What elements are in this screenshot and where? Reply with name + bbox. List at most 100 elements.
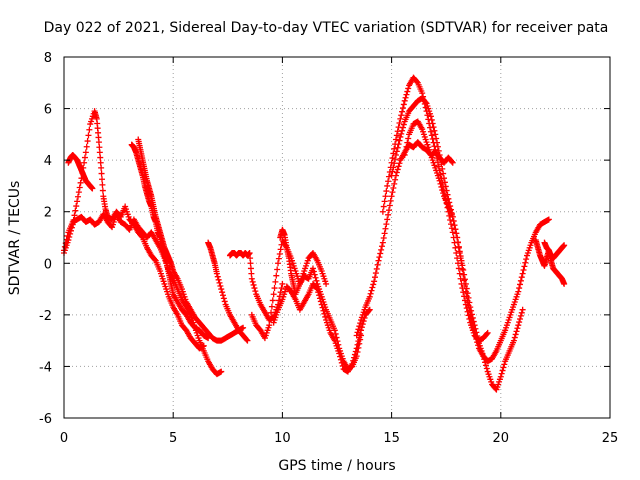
data-point xyxy=(349,360,356,367)
x-tick-label: 20 xyxy=(493,431,510,446)
data-point-interp xyxy=(383,188,390,195)
data-point xyxy=(419,90,426,97)
data-point-interp xyxy=(316,292,323,299)
data-point-interp xyxy=(81,154,88,161)
data-point xyxy=(384,216,391,223)
data-point-interp xyxy=(216,279,223,286)
data-point xyxy=(309,265,316,272)
data-point-interp xyxy=(315,289,322,296)
data-point xyxy=(246,249,253,256)
data-point xyxy=(427,113,434,120)
data-point-interp xyxy=(455,243,462,250)
data-point-interp xyxy=(434,139,441,146)
data-point-interp xyxy=(437,180,444,187)
data-point xyxy=(449,159,456,166)
data-point xyxy=(200,342,207,349)
data-point xyxy=(427,128,434,135)
data-points xyxy=(61,74,568,393)
data-point-interp xyxy=(217,282,224,289)
data-point xyxy=(449,213,456,220)
data-point-interp xyxy=(438,183,445,190)
data-point-interp xyxy=(391,160,398,167)
data-point-interp xyxy=(321,310,328,317)
data-point-interp xyxy=(447,216,454,223)
data-point-interp xyxy=(396,160,403,167)
data-point xyxy=(353,345,360,352)
data-point-interp xyxy=(468,311,475,318)
plot-frame xyxy=(63,56,611,419)
data-point-interp xyxy=(393,148,400,155)
data-point-interp xyxy=(393,169,400,176)
data-point-interp xyxy=(498,370,505,377)
data-point-interp xyxy=(252,288,259,295)
y-tick-label: 8 xyxy=(44,51,52,66)
data-point-interp xyxy=(272,278,279,285)
data-point-interp xyxy=(398,130,405,137)
data-point-interp xyxy=(221,298,228,305)
data-point-interp xyxy=(382,225,389,232)
satellite-track-12 xyxy=(379,74,491,344)
x-tick-label: 5 xyxy=(169,431,177,446)
data-point xyxy=(366,306,373,313)
data-point xyxy=(275,260,282,267)
data-point-interp xyxy=(456,248,463,255)
data-point-interp xyxy=(470,318,477,325)
y-tick-label: -4 xyxy=(39,360,52,375)
data-point-interp xyxy=(268,309,275,316)
data-point-interp xyxy=(394,166,401,173)
data-point xyxy=(375,257,382,264)
data-point-interp xyxy=(452,226,459,233)
data-point xyxy=(436,151,443,158)
data-point xyxy=(392,136,399,143)
data-point xyxy=(218,286,225,293)
data-point-interp xyxy=(355,338,362,345)
data-point-interp xyxy=(499,367,506,374)
data-point-interp xyxy=(354,341,361,348)
data-point-interp xyxy=(475,336,482,343)
data-point-interp xyxy=(99,187,106,194)
data-point-interp xyxy=(517,315,524,322)
data-point-interp xyxy=(396,120,403,127)
data-point-interp xyxy=(271,285,278,292)
satellite-track-7 xyxy=(226,249,286,324)
grid xyxy=(64,57,610,418)
data-point xyxy=(65,237,72,244)
data-point-interp xyxy=(392,176,399,183)
data-point-interp xyxy=(402,147,409,154)
data-point xyxy=(74,198,81,205)
data-point-interp xyxy=(313,285,320,292)
data-point-interp xyxy=(517,312,524,319)
satellite-track-6 xyxy=(205,239,251,344)
data-point-interp xyxy=(376,254,383,261)
data-point-interp xyxy=(441,179,448,186)
data-point xyxy=(515,322,522,329)
data-point-interp xyxy=(516,285,523,292)
data-point-interp xyxy=(352,348,359,355)
data-point xyxy=(69,221,76,228)
data-point xyxy=(240,324,247,331)
data-point-interp xyxy=(269,297,276,304)
data-point xyxy=(561,280,568,287)
satellite-track-16 xyxy=(541,239,568,262)
data-point-interp xyxy=(395,141,402,148)
data-point-interp xyxy=(483,365,490,372)
data-point-interp xyxy=(368,287,375,294)
data-point-interp xyxy=(356,323,363,330)
data-point-interp xyxy=(86,126,93,133)
data-point-interp xyxy=(520,266,527,273)
data-point-interp xyxy=(370,281,377,288)
data-point-interp xyxy=(400,101,407,108)
data-point-interp xyxy=(378,246,385,253)
data-point-interp xyxy=(355,326,362,333)
data-point-interp xyxy=(522,259,529,266)
data-point-interp xyxy=(382,193,389,200)
data-point-interp xyxy=(138,233,145,240)
data-point-interp xyxy=(523,256,530,263)
data-point-interp xyxy=(461,277,468,284)
data-point xyxy=(379,239,386,246)
data-point-interp xyxy=(247,260,254,267)
data-point-interp xyxy=(274,266,281,273)
satellite-track-15 xyxy=(532,237,568,287)
data-point-interp xyxy=(373,265,380,272)
data-point-interp xyxy=(413,78,420,85)
